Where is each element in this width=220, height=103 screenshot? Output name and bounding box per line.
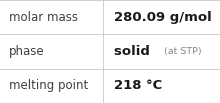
Text: 280.09 g/mol: 280.09 g/mol	[114, 11, 212, 24]
Text: melting point: melting point	[9, 79, 88, 92]
Text: molar mass: molar mass	[9, 11, 78, 24]
Text: solid: solid	[114, 45, 160, 58]
Text: phase: phase	[9, 45, 44, 58]
Text: 218 °C: 218 °C	[114, 79, 163, 92]
Text: (at STP): (at STP)	[164, 47, 202, 56]
